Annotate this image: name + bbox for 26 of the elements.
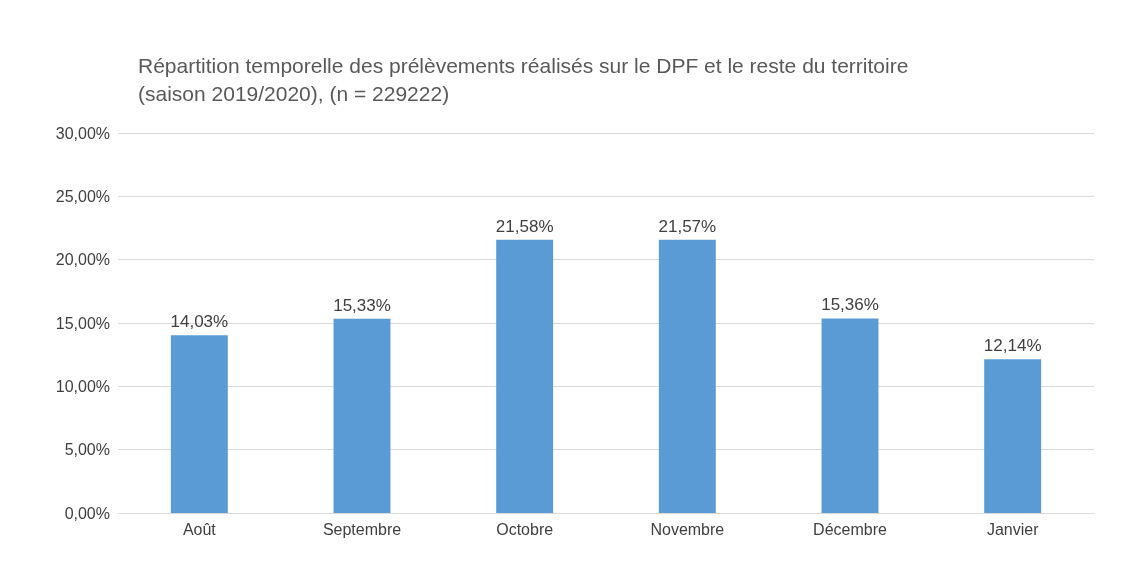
bar <box>821 318 879 513</box>
data-label: 21,58% <box>495 216 554 236</box>
x-tick-label: Novembre <box>650 520 725 538</box>
y-tick-label: 30,00% <box>55 124 110 142</box>
x-tick-label: Septembre <box>322 520 402 538</box>
y-tick-label: 0,00% <box>64 504 110 522</box>
data-label: 15,33% <box>333 295 391 315</box>
bar <box>333 318 391 513</box>
chart-title: Répartition temporelle des prélèvements réalisés sur le DPF et le reste du territoire (saison 2019/2020), (n = 229222) <box>138 53 915 105</box>
x-tick-label: Août <box>182 520 217 538</box>
x-tick-label: Décembre <box>813 520 887 538</box>
y-tick-label: 15,00% <box>55 314 110 332</box>
y-tick-label: 10,00% <box>55 377 110 395</box>
y-tick-label: 20,00% <box>55 251 110 269</box>
x-tick-label: Janvier <box>986 520 1040 538</box>
data-label: 12,14% <box>983 336 1042 356</box>
data-label: 21,57% <box>658 216 717 236</box>
y-tick-label: 25,00% <box>55 187 110 205</box>
x-tick-label: Octobre <box>496 520 554 538</box>
data-label: 15,36% <box>821 295 879 315</box>
bar <box>170 335 228 513</box>
bar <box>658 239 716 513</box>
bar <box>496 239 554 513</box>
data-label: 14,03% <box>170 312 229 332</box>
y-tick-label: 5,00% <box>64 441 110 459</box>
bar <box>984 359 1042 513</box>
